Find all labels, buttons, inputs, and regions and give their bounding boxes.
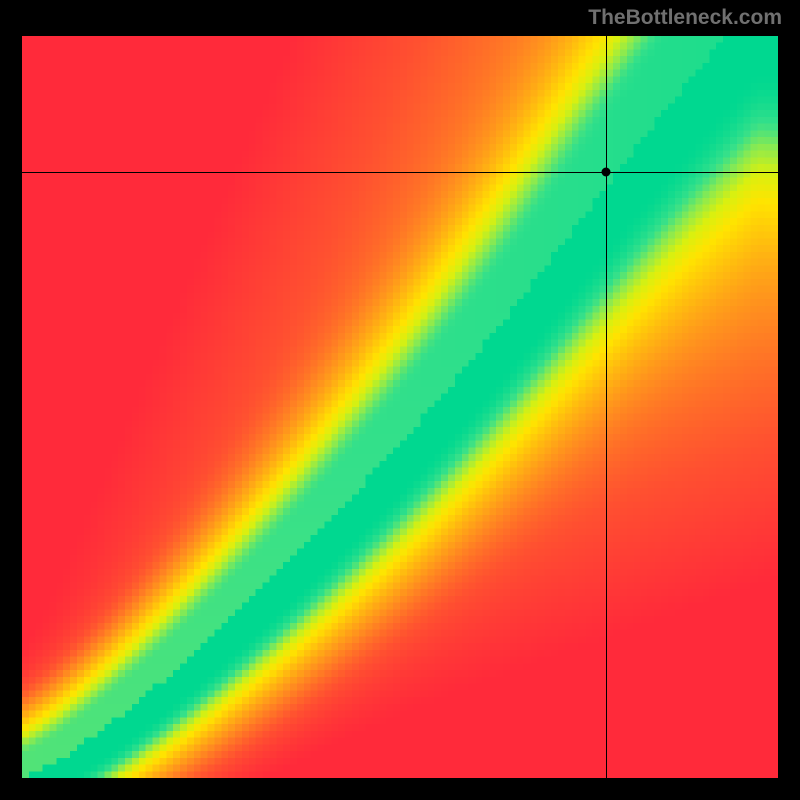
crosshair-marker-dot	[601, 167, 610, 176]
watermark-text: TheBottleneck.com	[588, 6, 782, 30]
heatmap-plot	[22, 36, 778, 778]
crosshair-horizontal	[22, 172, 778, 173]
heatmap-canvas	[22, 36, 778, 778]
crosshair-vertical	[606, 36, 607, 778]
